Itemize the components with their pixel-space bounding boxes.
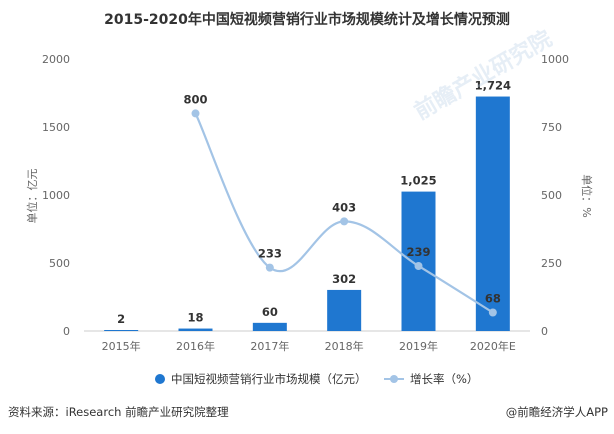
- bar: [401, 191, 436, 331]
- legend-line-marker: [390, 375, 398, 383]
- x-axis-ticks: 2015年 2016年 2017年 2018年 2019年 2020年E: [102, 339, 516, 353]
- bar: [178, 328, 213, 331]
- left-tick-label: 1000: [42, 189, 70, 202]
- bar-series: [104, 96, 510, 331]
- bar-value-label: 1,025: [400, 174, 436, 188]
- x-tick-label: 2019年: [399, 339, 438, 353]
- line-value-label: 239: [406, 245, 430, 259]
- right-axis-label: 单位：%: [580, 174, 594, 217]
- line-data-labels: 800 233 403 239 68: [183, 92, 500, 305]
- bar-data-labels: 2 18 60 302 1,025 1,724: [117, 79, 511, 326]
- line-point: [191, 109, 200, 118]
- line-point: [488, 308, 497, 317]
- right-tick-label: 250: [541, 257, 562, 270]
- bar-value-label: 60: [262, 305, 278, 319]
- line-value-label: 403: [332, 200, 356, 214]
- right-tick-label: 0: [541, 325, 548, 338]
- legend-line-label: 增长率（%）: [410, 372, 478, 386]
- bar: [252, 322, 287, 331]
- line-value-label: 68: [485, 292, 501, 306]
- left-tick-label: 0: [63, 325, 70, 338]
- footer-source: 资料来源：iResearch 前瞻产业研究院整理: [8, 405, 229, 419]
- growth-line: [194, 112, 494, 314]
- bar: [475, 96, 510, 331]
- bar-value-label: 2: [117, 312, 125, 326]
- line-series: [191, 109, 497, 317]
- legend: 中国短视频营销行业市场规模（亿元） 增长率（%）: [155, 372, 478, 386]
- right-tick-label: 500: [541, 189, 562, 202]
- line-point: [340, 217, 349, 226]
- right-tick-label: 1000: [541, 53, 569, 66]
- left-tick-label: 1500: [42, 121, 70, 134]
- bar-value-label: 1,724: [475, 79, 511, 93]
- left-tick-label: 500: [49, 257, 70, 270]
- left-tick-label: 2000: [42, 53, 70, 66]
- right-tick-label: 750: [541, 121, 562, 134]
- line-point: [265, 263, 274, 272]
- line-value-label: 800: [183, 92, 207, 106]
- legend-bar-marker: [155, 374, 165, 384]
- bar: [104, 330, 139, 331]
- right-axis-ticks: 0 250 500 750 1000: [541, 53, 569, 338]
- left-axis-ticks: 0 500 1000 1500 2000: [42, 53, 70, 338]
- legend-bar-label: 中国短视频营销行业市场规模（亿元）: [171, 372, 367, 386]
- x-tick-label: 2018年: [325, 339, 364, 353]
- x-tick-label: 2015年: [102, 339, 141, 353]
- line-point: [414, 261, 423, 270]
- x-tick-label: 2017年: [250, 339, 289, 353]
- left-axis-label: 单位：亿元: [25, 169, 39, 224]
- bar: [327, 289, 362, 331]
- chart-title: 2015-2020年中国短视频营销行业市场规模统计及增长情况预测: [104, 11, 510, 28]
- footer-brand: @前瞻经济学人APP: [506, 405, 608, 419]
- bar-value-label: 18: [187, 311, 203, 325]
- x-tick-label: 2016年: [176, 339, 215, 353]
- line-value-label: 233: [258, 247, 282, 261]
- bar-value-label: 302: [332, 272, 356, 286]
- x-tick-label: 2020年E: [470, 339, 516, 353]
